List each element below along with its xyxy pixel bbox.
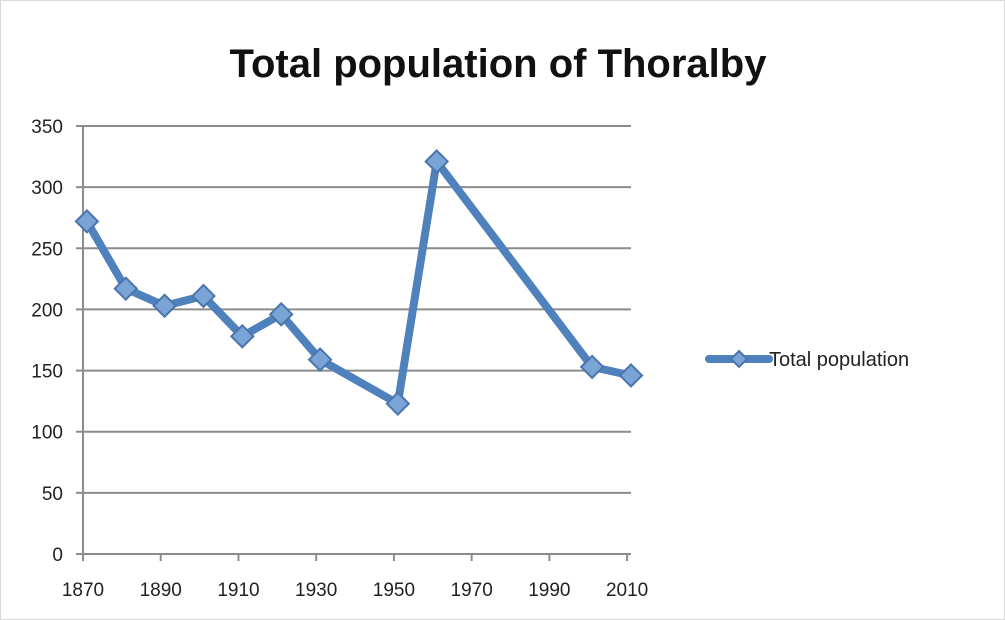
y-tick-label: 100 — [31, 423, 63, 444]
x-tick-label: 1890 — [140, 580, 182, 601]
gridlines — [83, 125, 631, 494]
legend-label: Total population — [769, 349, 909, 371]
data-point — [307, 347, 333, 372]
y-tick-label: 300 — [31, 178, 63, 199]
x-tick-label: 1970 — [451, 580, 493, 601]
y-tick-label: 50 — [42, 484, 63, 505]
legend: Total population — [705, 349, 909, 371]
data-point — [579, 354, 605, 380]
x-tick-label: 1910 — [217, 580, 259, 601]
data-point — [113, 276, 139, 302]
data-point — [229, 323, 255, 349]
x-tick-label: 1990 — [528, 580, 570, 601]
chart-title: Total population of Thoralby — [230, 42, 768, 86]
data-point — [74, 208, 100, 234]
data-point — [268, 301, 294, 327]
series-line — [82, 157, 635, 408]
y-tick-label: 200 — [31, 300, 63, 321]
y-tick-label: 250 — [31, 239, 63, 260]
x-axis-ticks: 1870 1890 1910 1930 1950 1970 1990 2010 — [62, 554, 648, 601]
x-tick-label: 1950 — [373, 580, 415, 601]
data-point — [385, 391, 411, 417]
y-tick-label: 350 — [31, 117, 63, 138]
data-point — [191, 283, 216, 309]
data-point — [152, 293, 178, 319]
data-point — [618, 363, 644, 388]
x-tick-label: 1930 — [295, 580, 337, 601]
data-point — [424, 149, 450, 174]
x-tick-label: 1870 — [62, 580, 104, 601]
y-tick-label: 150 — [31, 362, 63, 383]
legend-marker — [729, 349, 749, 369]
axes — [82, 126, 631, 555]
x-tick-label: 2010 — [606, 580, 648, 601]
series-layer — [74, 149, 644, 417]
y-axis-ticks: 0 50 100 150 200 250 300 350 — [31, 117, 83, 566]
y-tick-label: 0 — [52, 545, 63, 566]
